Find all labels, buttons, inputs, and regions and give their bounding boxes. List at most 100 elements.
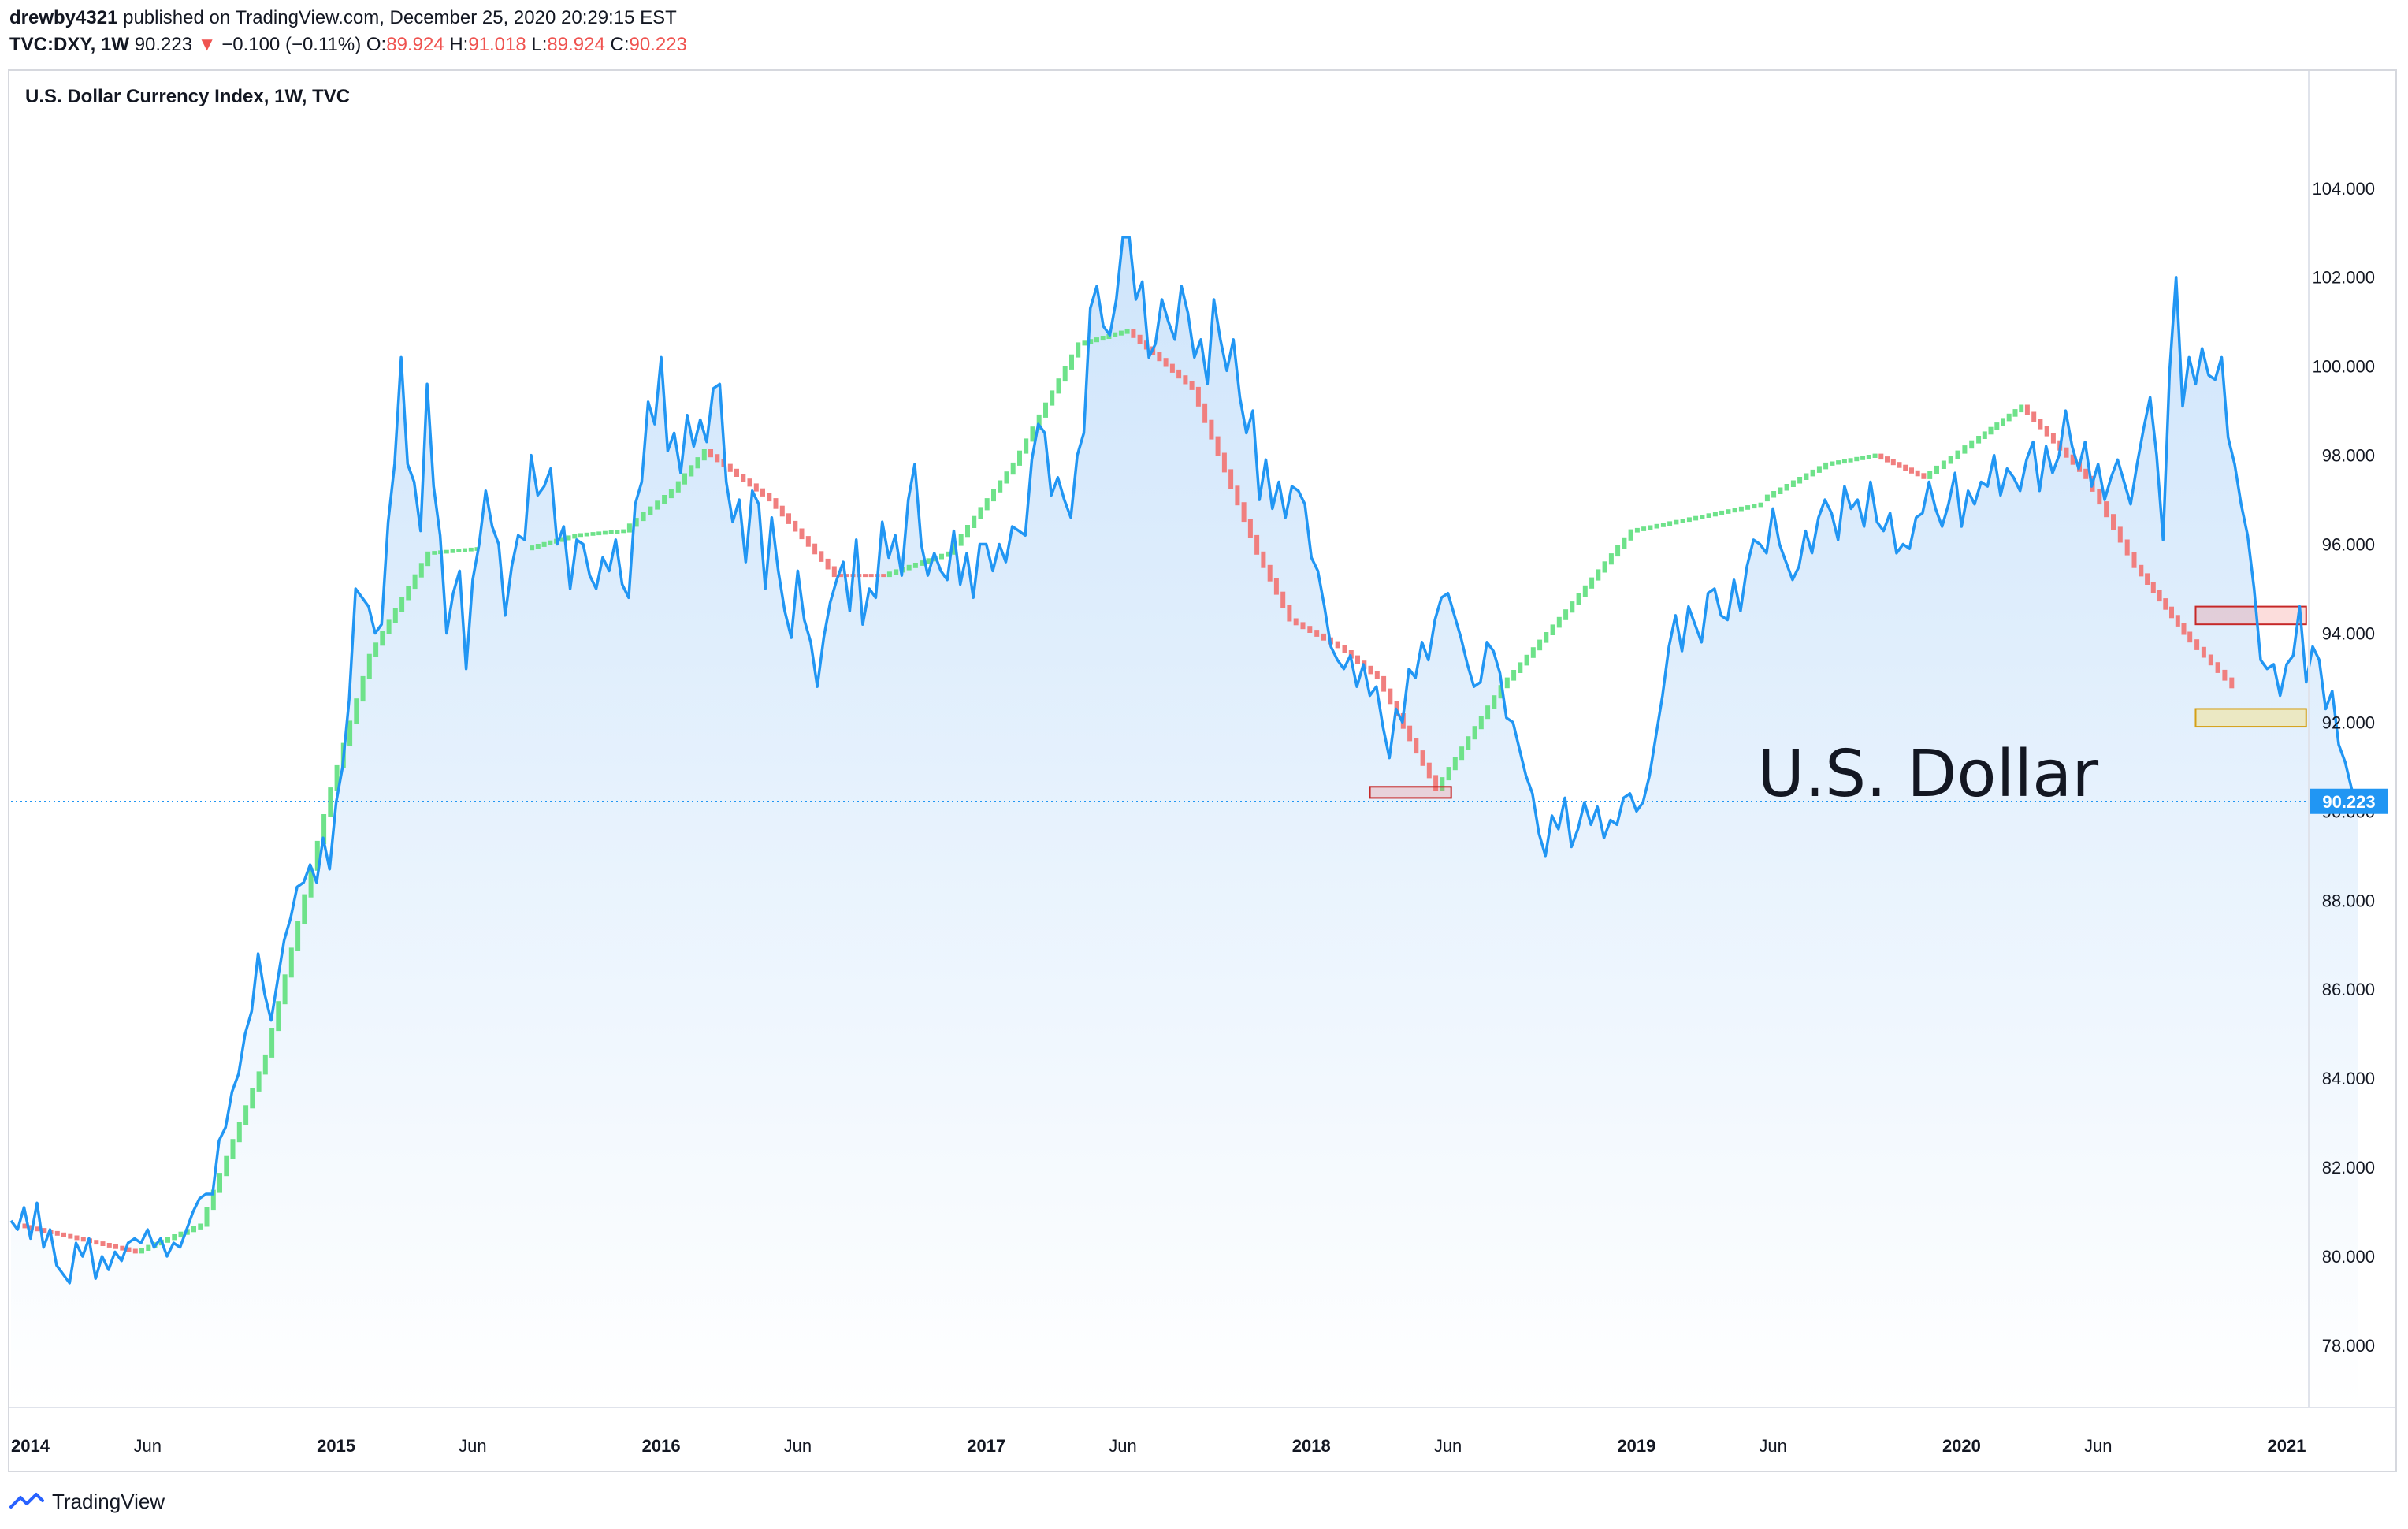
trend-brick <box>1686 517 1692 523</box>
trend-brick <box>2201 646 2206 658</box>
trend-brick <box>1830 461 1835 466</box>
trend-brick <box>380 631 385 646</box>
trend-brick <box>648 506 653 515</box>
trend-brick <box>1897 462 1902 468</box>
trend-brick <box>1088 339 1094 344</box>
trend-brick <box>1374 671 1380 679</box>
trend-brick <box>1017 450 1022 466</box>
trend-brick <box>615 530 620 534</box>
author-name[interactable]: drewby4321 <box>9 7 118 28</box>
trend-brick <box>1241 502 1247 523</box>
trend-brick <box>250 1088 255 1109</box>
footer-brand[interactable]: TradingView <box>9 1483 165 1520</box>
trend-brick <box>1841 459 1847 464</box>
trend-brick <box>1804 473 1809 480</box>
trend-brick <box>2131 552 2137 568</box>
trend-brick <box>675 481 681 493</box>
trend-brick <box>100 1241 106 1246</box>
trend-brick <box>844 574 849 578</box>
trend-brick <box>2194 639 2200 650</box>
brand-name: TradingView <box>52 1489 165 1513</box>
close-label: C: <box>610 34 630 55</box>
trend-brick <box>1426 762 1432 779</box>
trend-brick <box>1778 487 1783 494</box>
last-price-badge <box>2310 788 2388 814</box>
trend-brick <box>965 525 970 538</box>
trend-brick <box>282 974 288 1005</box>
trend-brick <box>621 529 626 534</box>
trend-brick <box>2031 411 2037 422</box>
trend-brick <box>1641 526 1647 531</box>
x-tick-label: 2016 <box>642 1436 681 1456</box>
trend-brick <box>1976 436 1982 444</box>
trend-brick <box>1163 358 1169 367</box>
trend-brick <box>1969 440 1975 449</box>
chart-annotation: U.S. Dollar <box>1757 737 2098 812</box>
trend-brick <box>906 564 912 571</box>
trend-brick <box>412 574 418 590</box>
trend-brick <box>1885 456 1890 463</box>
trend-brick <box>2070 454 2075 465</box>
price-axis[interactable]: 78.00080.00082.00084.00086.00088.00090.0… <box>2308 71 2388 1408</box>
trend-brick <box>920 560 925 566</box>
x-tick-label: Jun <box>784 1436 812 1456</box>
trend-brick <box>1784 484 1789 491</box>
trend-brick <box>1407 725 1413 742</box>
trend-brick <box>1157 352 1162 362</box>
trend-brick <box>288 947 294 978</box>
annotation-box <box>2194 708 2307 728</box>
x-tick-label: Jun <box>1759 1436 1786 1456</box>
trend-brick <box>1062 366 1068 382</box>
x-tick-label: Jun <box>459 1436 486 1456</box>
trend-brick <box>2163 598 2168 610</box>
trend-brick <box>602 530 608 535</box>
chart-canvas[interactable]: U.S. Dollar Currency Index, 1W, TVC 78.0… <box>9 71 2395 1471</box>
trend-brick <box>262 1054 268 1075</box>
trend-brick <box>236 1122 242 1143</box>
trend-brick <box>132 1248 138 1254</box>
trend-brick <box>939 553 944 560</box>
trend-brick <box>386 619 392 634</box>
trend-brick <box>1273 578 1279 595</box>
trend-brick <box>1414 738 1419 754</box>
trend-brick <box>399 597 405 612</box>
time-axis[interactable]: 2014 Jun 2015 Jun 2016 Jun 2017 Jun 2018 Jun 2019 J… <box>9 1407 2395 1456</box>
trend-brick <box>1176 369 1182 379</box>
trend-brick <box>224 1155 229 1177</box>
chart-panel[interactable]: U.S. Dollar Currency Index, 1W, TVC 78.0… <box>8 69 2397 1472</box>
trend-brick <box>1712 512 1718 517</box>
trend-brick <box>444 549 449 554</box>
trend-brick <box>1267 564 1273 582</box>
trend-brick <box>805 536 811 547</box>
trend-brick <box>334 764 340 791</box>
trend-brick <box>912 563 918 568</box>
y-tick-label: 84.000 <box>2322 1069 2375 1088</box>
trend-brick <box>1498 685 1503 699</box>
trend-brick <box>1293 618 1299 626</box>
trend-brick <box>1280 591 1286 608</box>
price-line-path <box>9 236 2360 1285</box>
trend-brick <box>1797 477 1803 484</box>
trend-brick <box>2208 654 2213 666</box>
trend-brick <box>1866 455 1871 459</box>
trend-brick <box>984 498 990 511</box>
trend-brick <box>578 533 583 538</box>
trend-brick <box>668 489 674 499</box>
trend-brick <box>747 478 752 487</box>
trend-brick <box>886 571 892 578</box>
trend-brick <box>1183 375 1188 385</box>
y-tick-label: 78.000 <box>2322 1336 2375 1356</box>
trend-brick <box>1030 426 1035 442</box>
x-tick-label: 2017 <box>967 1436 1005 1456</box>
trend-brick <box>825 558 831 570</box>
trend-brick <box>1100 336 1106 341</box>
trend-brick <box>165 1237 170 1243</box>
y-tick-label: 92.000 <box>2322 712 2375 732</box>
trend-brick <box>1094 337 1099 343</box>
trend-brick <box>2124 539 2130 556</box>
trend-brick <box>978 507 983 519</box>
trend-brick <box>972 515 977 528</box>
open-value: 89.924 <box>386 34 444 55</box>
trend-brick <box>701 449 707 461</box>
trend-brick <box>360 675 366 702</box>
